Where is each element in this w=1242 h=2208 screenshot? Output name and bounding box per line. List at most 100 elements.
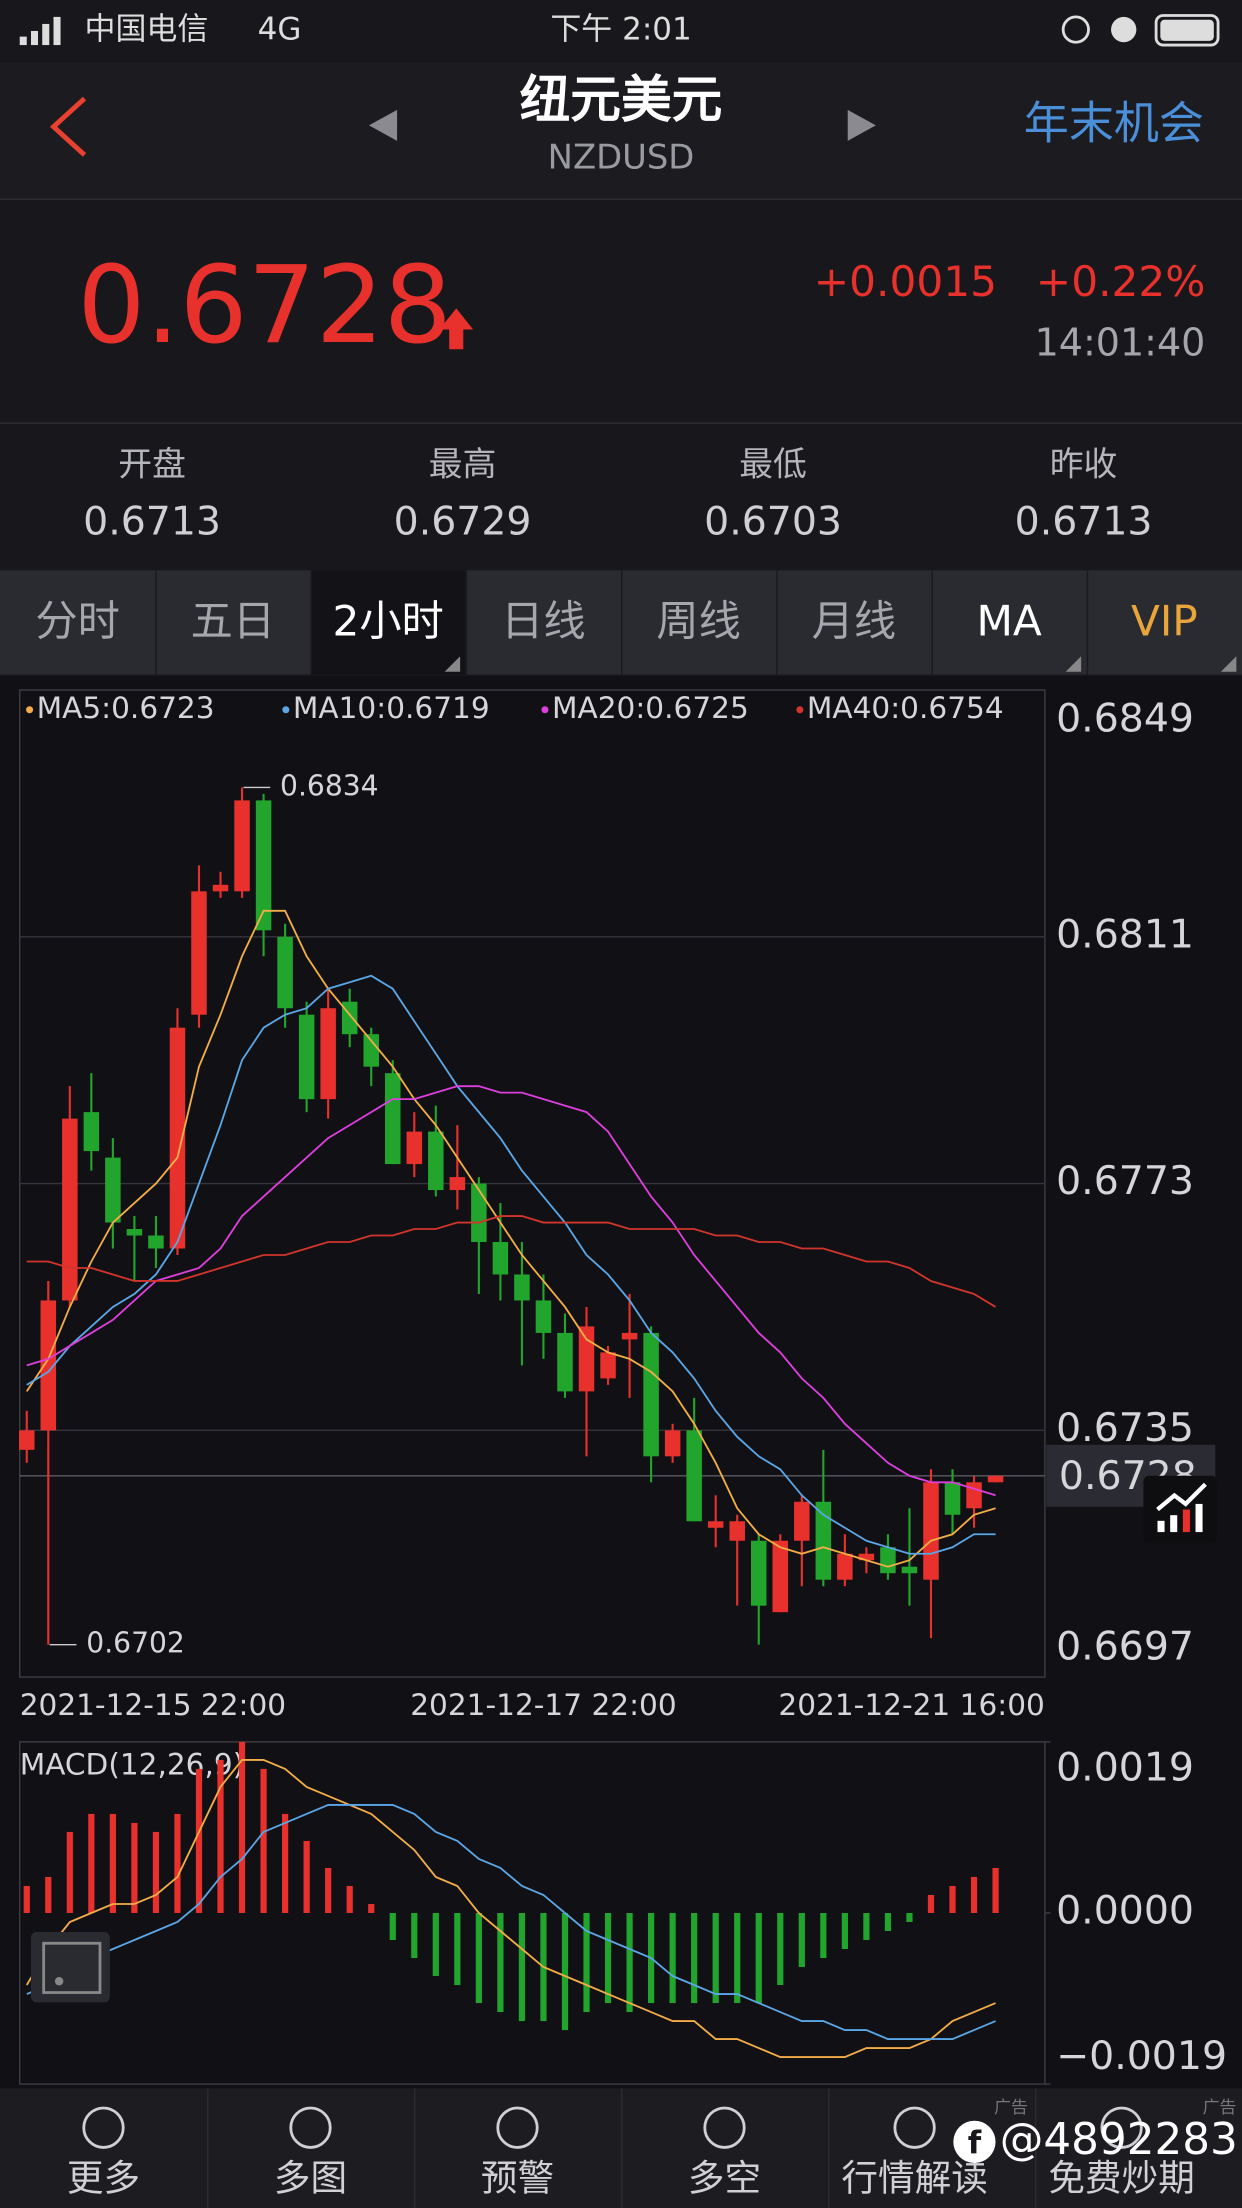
stat-label: 最高 bbox=[429, 445, 497, 484]
nav-icon bbox=[1100, 2106, 1143, 2149]
tab[interactable]: MA bbox=[976, 596, 1041, 645]
candle-body bbox=[148, 1235, 164, 1249]
macd-bar bbox=[109, 1813, 116, 1913]
legend-label: MA5:0.6723 bbox=[37, 691, 215, 725]
candle-body bbox=[923, 1482, 939, 1580]
nav-items: 更多 多图 预警 多空 行情解读 免费炒期 bbox=[67, 2088, 1195, 2208]
tab[interactable]: 2小时 bbox=[332, 596, 443, 645]
nav-label[interactable]: 免费炒期 bbox=[1048, 2156, 1194, 2199]
candle-body bbox=[815, 1501, 832, 1580]
candle-body bbox=[191, 891, 207, 1015]
legend-dot bbox=[796, 706, 804, 714]
signal-icon bbox=[19, 16, 61, 46]
x-tick-label: 2021-12-15 22:00 bbox=[20, 1688, 286, 1722]
macd-bar bbox=[45, 1876, 52, 1913]
macd-bar bbox=[411, 1912, 418, 1959]
macd-bar bbox=[325, 1867, 332, 1913]
tab[interactable]: 分时 bbox=[35, 596, 119, 645]
extreme-label: 0.6702 bbox=[86, 1627, 185, 1660]
promo-link[interactable]: 年末机会 bbox=[1024, 97, 1204, 150]
candle-body bbox=[449, 1177, 466, 1191]
stat-value: 0.6713 bbox=[83, 498, 221, 544]
macd-bar bbox=[238, 1741, 246, 1913]
macd-bar bbox=[949, 1885, 956, 1913]
tab[interactable]: VIP bbox=[1131, 596, 1198, 645]
macd-bar bbox=[346, 1885, 353, 1913]
candle-body bbox=[255, 800, 272, 931]
stat-value: 0.6703 bbox=[704, 498, 842, 544]
tab-dropdown-mark bbox=[1065, 656, 1082, 672]
indicator-line bbox=[25, 1758, 996, 2058]
candle-body bbox=[212, 884, 229, 892]
instrument-title: 纽元美元 bbox=[520, 70, 723, 129]
macd-bar bbox=[992, 1867, 999, 1913]
tabs: 分时 五日 2小时 日线 周线 月线 MA VIP bbox=[35, 570, 1237, 675]
y-tick-label: 0.6697 bbox=[1056, 1623, 1194, 1669]
watermark-logo: f bbox=[953, 2120, 996, 2163]
chart-tool-button[interactable] bbox=[1143, 1475, 1217, 1544]
y-tick-label: 0.0000 bbox=[1056, 1887, 1194, 1933]
candle-body bbox=[621, 1332, 638, 1340]
candle-body bbox=[729, 1521, 745, 1541]
nav-icon bbox=[496, 2106, 539, 2149]
nav-label[interactable]: 行情解读 bbox=[841, 2156, 987, 2199]
y-tick-label: 0.6849 bbox=[1056, 695, 1194, 741]
candle-body bbox=[363, 1034, 379, 1067]
macd-bar bbox=[798, 1912, 805, 1968]
chart-bg bbox=[0, 675, 1242, 2089]
candle-body bbox=[772, 1540, 789, 1613]
macd-bar bbox=[841, 1912, 848, 1950]
tab[interactable]: 五日 bbox=[191, 596, 275, 645]
macd-bar bbox=[884, 1912, 892, 1931]
legend-label: MA40:0.6754 bbox=[807, 691, 1004, 725]
candle-body bbox=[600, 1352, 616, 1379]
nav-label[interactable]: 多空 bbox=[688, 2156, 761, 2199]
ad-label: 广告 bbox=[1203, 2097, 1237, 2117]
indicator-switch[interactable] bbox=[30, 1932, 110, 2003]
nav-icon bbox=[289, 2106, 332, 2149]
nav-label[interactable]: 多图 bbox=[274, 2156, 347, 2199]
tab[interactable]: 周线 bbox=[656, 596, 740, 645]
extreme-label: 0.6834 bbox=[280, 769, 379, 802]
candle-body bbox=[664, 1430, 681, 1457]
prev-button[interactable] bbox=[368, 109, 398, 141]
tab[interactable]: 日线 bbox=[501, 596, 585, 645]
svg-text:f: f bbox=[968, 2125, 982, 2161]
nav-label[interactable]: 预警 bbox=[481, 2156, 554, 2199]
last-price: 0.6728 bbox=[77, 244, 451, 368]
nav-label[interactable]: 更多 bbox=[67, 2156, 140, 2199]
candle-body bbox=[406, 1131, 423, 1165]
macd-bar bbox=[217, 1759, 224, 1913]
candle-body bbox=[277, 936, 293, 1009]
candle-body bbox=[471, 1183, 487, 1243]
back-button[interactable] bbox=[49, 96, 87, 157]
nav-divider bbox=[207, 2088, 209, 2208]
macd-bar bbox=[970, 1876, 978, 1913]
price-change: +0.0015 bbox=[814, 257, 997, 306]
candle-body bbox=[966, 1482, 982, 1509]
candle-body bbox=[492, 1242, 509, 1275]
tab-divider bbox=[465, 570, 468, 675]
next-button[interactable] bbox=[847, 109, 876, 141]
nav-divider bbox=[828, 2088, 830, 2208]
indicator-line bbox=[26, 1215, 997, 1308]
macd-bar bbox=[475, 1912, 482, 2004]
candle-body bbox=[126, 1229, 143, 1236]
macd-bar bbox=[669, 1912, 676, 2004]
legend-dot bbox=[282, 706, 290, 714]
stat-value: 0.6713 bbox=[1015, 498, 1153, 544]
legend-dot bbox=[26, 706, 34, 714]
tab[interactable]: 月线 bbox=[812, 596, 896, 645]
candle-body bbox=[40, 1300, 57, 1431]
quote-time: 14:01:40 bbox=[1035, 321, 1206, 365]
y-tick-label: 0.0019 bbox=[1056, 1745, 1194, 1791]
candle-body bbox=[105, 1157, 121, 1223]
tab-divider bbox=[621, 570, 623, 675]
divider bbox=[0, 198, 1242, 200]
candle-body bbox=[385, 1073, 401, 1165]
macd-bar bbox=[583, 1912, 590, 2013]
candle-body bbox=[987, 1475, 1004, 1483]
macd-bar bbox=[454, 1912, 461, 1986]
stat-label: 昨收 bbox=[1050, 445, 1118, 484]
